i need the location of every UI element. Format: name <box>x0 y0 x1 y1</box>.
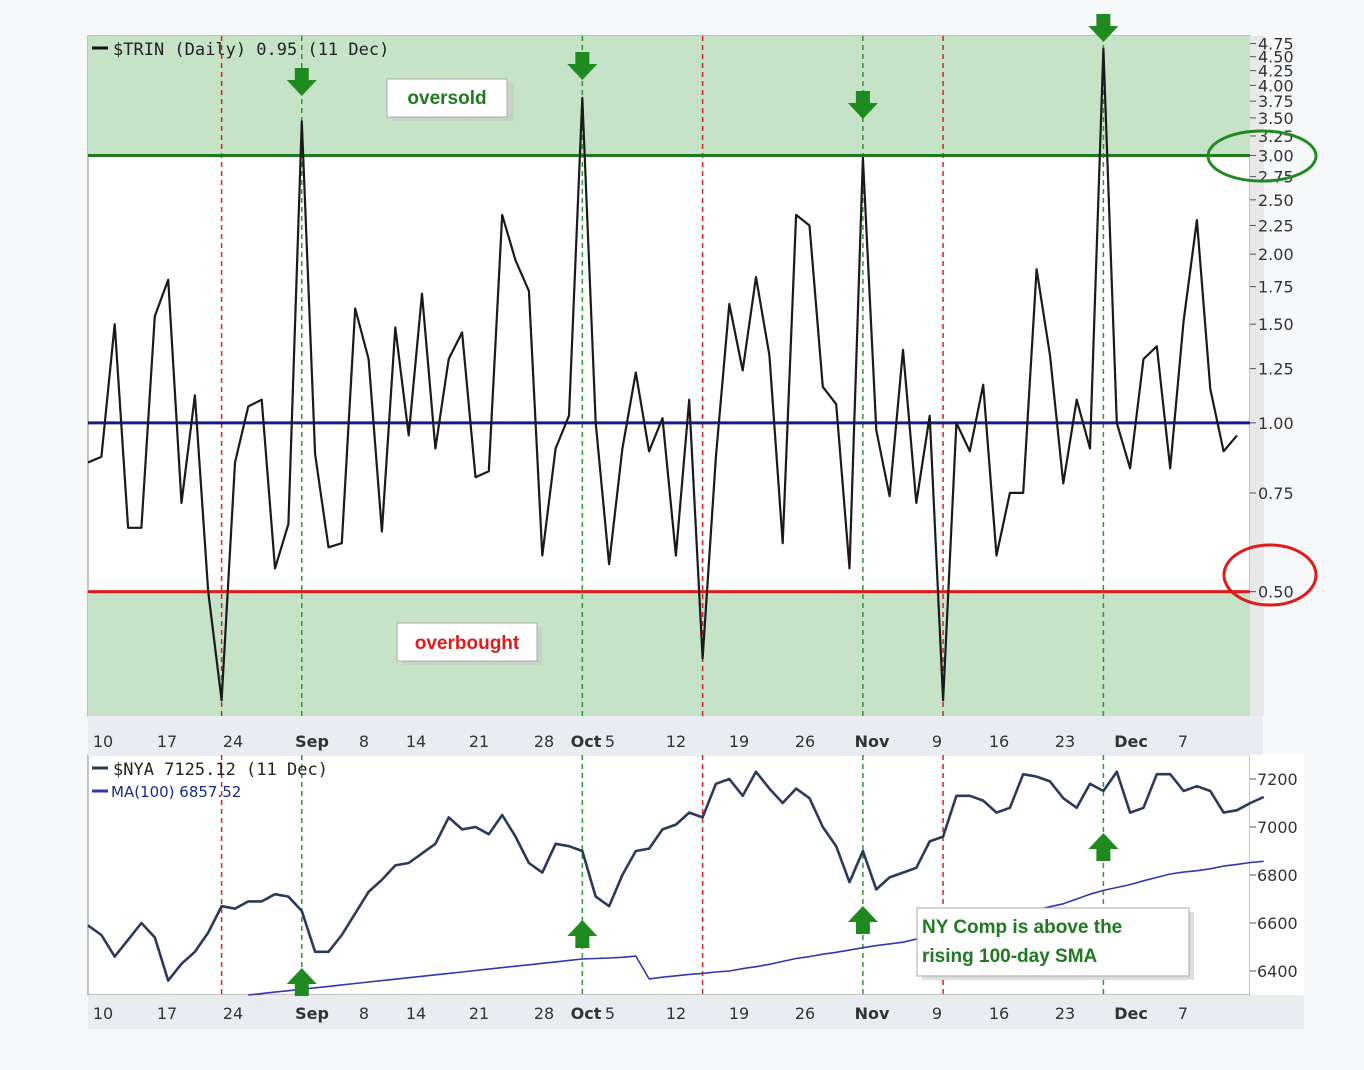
trin-ytick-label: 0.75 <box>1258 484 1294 503</box>
ma-legend: MA(100) 6857.52 <box>111 783 241 801</box>
up-arrow-icon <box>567 920 598 948</box>
xtick-label: 14 <box>406 1004 426 1023</box>
xtick-label: 28 <box>534 1004 554 1023</box>
xtick-label: 21 <box>469 732 489 751</box>
trin-ytick-label: 1.50 <box>1258 315 1294 334</box>
xtick-label: 24 <box>223 732 243 751</box>
xtick-label: 10 <box>93 1004 113 1023</box>
nya-ytick-label: 7200 <box>1257 770 1298 789</box>
xtick-label: 21 <box>469 1004 489 1023</box>
down-arrow-icon <box>567 52 598 80</box>
xtick-label: 7 <box>1178 1004 1188 1023</box>
xtick-label: 9 <box>932 732 942 751</box>
xtick-label: 16 <box>989 1004 1009 1023</box>
xtick-label: 17 <box>157 732 177 751</box>
nya-legend: $NYA 7125.12 (11 Dec) <box>113 760 328 780</box>
nya-axis-strip <box>1250 755 1304 995</box>
up-arrow-icon <box>286 968 317 996</box>
xtick-label: Dec <box>1114 732 1148 751</box>
up-arrow-icon <box>1088 833 1119 861</box>
xtick-label: 8 <box>359 732 369 751</box>
nycomp-label-line1: NY Comp is above the <box>922 917 1122 938</box>
xtick-label: 23 <box>1055 732 1075 751</box>
down-arrow-icon <box>847 91 878 119</box>
trin-ytick-label: 1.25 <box>1258 360 1294 379</box>
overbought-level-highlight <box>1222 543 1318 607</box>
xtick-label: 5 <box>605 1004 615 1023</box>
xaxis-strip-top <box>88 716 1263 756</box>
xtick-label: 24 <box>223 1004 243 1023</box>
shaded-zone-0 <box>88 36 1250 156</box>
trin-ytick-label: 2.50 <box>1258 191 1294 210</box>
xtick-label: 12 <box>666 1004 686 1023</box>
oversold-label: oversold <box>407 88 486 109</box>
xtick-label: 7 <box>1178 732 1188 751</box>
xtick-label: 9 <box>932 1004 942 1023</box>
oversold-level-highlight <box>1206 129 1318 183</box>
xtick-label: 19 <box>729 732 749 751</box>
trin-ytick-label: 4.00 <box>1258 76 1294 95</box>
xtick-label: 17 <box>157 1004 177 1023</box>
nycomp-box <box>916 907 1190 977</box>
xtick-label: Sep <box>295 732 329 751</box>
trin-ytick-label: 4.75 <box>1258 35 1294 54</box>
xtick-label: Oct <box>571 732 602 751</box>
xtick-label: Sep <box>295 1004 329 1023</box>
xtick-label: 19 <box>729 1004 749 1023</box>
nya-ytick-label: 7000 <box>1257 818 1298 837</box>
xtick-label: Nov <box>855 1004 890 1023</box>
trin-series-line <box>87 47 1238 702</box>
nya-series-line <box>87 770 1265 982</box>
trin-ytick-label: 1.75 <box>1258 278 1294 297</box>
trin-ytick-label: 3.00 <box>1258 146 1294 165</box>
trin-ytick-label: 2.00 <box>1258 245 1294 264</box>
trin-ytick-label: 3.75 <box>1258 92 1294 111</box>
xtick-label: 5 <box>605 732 615 751</box>
oversold-box <box>386 78 508 118</box>
trin-ytick-label: 3.50 <box>1258 109 1294 128</box>
xtick-label: Dec <box>1114 1004 1148 1023</box>
xtick-label: 26 <box>795 1004 815 1023</box>
xtick-label: 14 <box>406 732 426 751</box>
overbought-label: overbought <box>415 633 520 654</box>
nycomp-label-line2: rising 100-day SMA <box>922 946 1098 967</box>
xtick-label: 12 <box>666 732 686 751</box>
trin-ytick-label: 1.00 <box>1258 414 1294 433</box>
xtick-label: Oct <box>571 1004 602 1023</box>
trin-ytick-label: 4.50 <box>1258 48 1294 67</box>
trin-ytick-label: 0.50 <box>1258 583 1294 602</box>
xtick-label: 10 <box>93 732 113 751</box>
trin-legend: $TRIN (Daily) 0.95 (11 Dec) <box>113 40 389 60</box>
xtick-label: 28 <box>534 732 554 751</box>
xtick-label: 26 <box>795 732 815 751</box>
xtick-label: 8 <box>359 1004 369 1023</box>
down-arrow-icon <box>286 68 317 96</box>
nya-ytick-label: 6800 <box>1257 866 1298 885</box>
up-arrow-icon <box>847 906 878 934</box>
trin-ytick-label: 4.25 <box>1258 62 1294 81</box>
shaded-zone-1 <box>88 591 1250 716</box>
trin-ytick-label: 2.25 <box>1258 216 1294 235</box>
xtick-label: 23 <box>1055 1004 1075 1023</box>
nya-ytick-label: 6400 <box>1257 962 1298 981</box>
xaxis-strip-bottom <box>88 995 1304 1029</box>
down-arrow-icon <box>1088 14 1119 42</box>
overbought-box <box>396 622 538 662</box>
xtick-label: 16 <box>989 732 1009 751</box>
ma100-series-line <box>248 860 1264 996</box>
xtick-label: Nov <box>855 732 890 751</box>
nya-ytick-label: 6600 <box>1257 914 1298 933</box>
